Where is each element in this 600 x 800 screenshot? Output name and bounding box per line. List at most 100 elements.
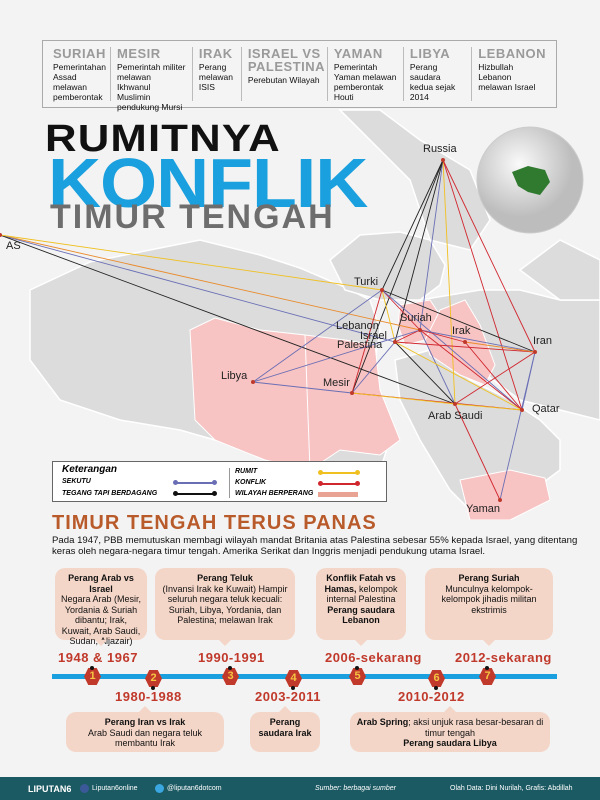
node-mesir: [350, 391, 354, 395]
globe-middle-east-region: [512, 166, 550, 195]
country-summary-text: Pemerintahan Assad melawan pemberontak: [53, 62, 106, 102]
label-suriah: Suriah: [400, 312, 432, 324]
country-name: LEBANON: [478, 46, 546, 61]
legend-swatch-konflik: [318, 481, 360, 486]
country-summary-text: Pemerintah Yaman melawan pemberontak Hou…: [333, 62, 397, 102]
country-name: YAMAN: [333, 46, 383, 61]
relation-line-israel-iran: [394, 341, 536, 353]
node-as: [0, 233, 2, 237]
country-summary-6: LEBANON Hizbullah Lebanon melawan Israel: [472, 47, 552, 101]
timeline-marker-1: 1: [84, 668, 101, 685]
event-head: Perang Arab vs Israel: [68, 573, 134, 594]
node-suriah: [418, 328, 422, 332]
country-name: IRAK: [198, 46, 233, 61]
title-line-2: KONFLIK: [48, 144, 368, 222]
title-line-3: TIMUR TENGAH: [50, 198, 335, 236]
legend-tegang: TEGANG TAPI BERDAGANG: [62, 490, 158, 497]
relation-line-israel-mesir: [351, 341, 396, 394]
country-summary-2: IRAK Perang melawan ISIS: [193, 47, 242, 101]
timeline-year-1: 1948 & 1967: [58, 650, 138, 665]
relation-line-israel-arab_saudi: [394, 341, 456, 405]
legend-swatch-wilayah: [318, 492, 358, 497]
label-as: AS: [6, 240, 21, 252]
node-iran: [533, 350, 537, 354]
relation-line-iran-irak: [464, 341, 536, 353]
node-qatar: [520, 408, 524, 412]
facebook-icon: [80, 784, 89, 793]
timeline-event-7: Perang Suriah Munculnya kelompok-kelompok…: [425, 568, 553, 646]
label-turki: Turki: [354, 276, 379, 288]
timeline-dot: [485, 666, 489, 670]
timeline-marker-4: 4: [285, 670, 302, 687]
country-summary-0: SURIAH Pemerintahan Assad melawan pembero…: [47, 46, 111, 102]
country-name: ISRAEL VS PALESTINA: [247, 46, 326, 74]
timeline-dot: [355, 666, 359, 670]
legend-sekutu: SEKUTU: [62, 478, 91, 485]
event-tail: Perang saudara Libya: [403, 738, 497, 748]
event-head: Konflik Fatah vs Hamas,: [324, 573, 396, 594]
label-iran: Iran: [533, 335, 552, 347]
country-summary-bar: SURIAH Pemerintahan Assad melawan pembero…: [42, 40, 557, 112]
legend-wilayah: WILAYAH BERPERANG: [235, 490, 314, 497]
legend-rumit: RUMIT: [235, 468, 258, 475]
event-body: kelompok internal Palestina: [326, 583, 398, 605]
timeline-year-4: 2003-2011: [255, 689, 321, 704]
event-head: Perang saudara Irak: [258, 717, 312, 738]
war-zones: [189, 299, 551, 520]
title-line-1: RUMITNYA: [45, 118, 281, 160]
timeline-event-3: Perang Teluk (Invansi Irak ke Kuwait) Ham…: [155, 568, 295, 646]
footer: LIPUTAN6 Liputan6online @liputan6dotcom …: [0, 777, 600, 800]
label-israel: Israel: [360, 330, 387, 342]
legend-swatch-tegang: [173, 491, 217, 496]
relation-line-mesir-arab_saudi: [351, 392, 456, 405]
country-name: LIBYA: [409, 46, 451, 61]
node-israel: [393, 340, 397, 344]
relation-line-suriah-arab_saudi: [419, 329, 456, 405]
footer-facebook[interactable]: Liputan6online: [92, 785, 138, 792]
country-summary-text: Pemerintah militer melawan Ikhwanul Musl…: [117, 62, 186, 112]
country-summary-text: Perang melawan ISIS: [198, 62, 233, 92]
country-summary-5: LIBYA Perang saudara kedua sejak 2014: [404, 46, 473, 102]
node-yaman: [498, 498, 502, 502]
timeline-dot: [291, 686, 295, 690]
relation-line-as-arab_saudi: [0, 234, 456, 405]
node-turki: [380, 288, 384, 292]
label-palestina: Palestina: [337, 339, 383, 351]
event-head: Perang Suriah: [458, 573, 520, 583]
war-zone-mesir: [304, 334, 401, 471]
event-head: Perang Teluk: [197, 573, 253, 583]
timeline-marker-5: 5: [349, 668, 366, 685]
country-summary-3: ISRAEL VS PALESTINA Perebutan Wilayah: [242, 47, 328, 101]
timeline-year-2: 1980-1988: [115, 689, 182, 704]
section-title: TIMUR TENGAH TERUS PANAS: [52, 512, 377, 534]
map-legend: Keterangan SEKUTU TEGANG TAPI BERDAGANG …: [52, 461, 387, 502]
timeline-year-3: 1990-1991: [198, 650, 265, 665]
timeline-dot: [434, 686, 438, 690]
timeline-bar: [52, 674, 557, 679]
relation-line-russia-turki: [381, 159, 444, 291]
legend-swatch-rumit: [318, 470, 360, 475]
timeline-year-7: 2012-sekarang: [455, 650, 552, 665]
section-intro: Pada 1947, PBB memutuskan membagi wilaya…: [52, 535, 578, 557]
relation-line-suriah-israel: [394, 329, 421, 343]
timeline-dot: [90, 666, 94, 670]
country-name: SURIAH: [53, 46, 106, 61]
relation-line-turki-suriah: [381, 289, 421, 331]
legend-title: Keterangan: [62, 464, 118, 475]
relation-line-arab_saudi-qatar: [454, 403, 523, 411]
footer-brand: LIPUTAN6: [28, 783, 72, 794]
country-summary-text: Hizbullah Lebanon melawan Israel: [478, 62, 536, 92]
event-tail: Perang saudara Lebanon: [327, 604, 395, 626]
timeline-marker-3: 3: [222, 668, 239, 685]
label-irak: Irak: [452, 325, 471, 337]
label-yaman: Yaman: [466, 503, 501, 515]
event-body: ; aksi unjuk rasa besar-besaran di timur…: [408, 717, 544, 738]
relation-line-russia-mesir: [351, 159, 444, 394]
relation-line-turki-mesir: [351, 289, 383, 394]
relation-line-suriah-qatar: [419, 329, 523, 411]
node-libya: [251, 380, 255, 384]
footer-twitter[interactable]: @liputan6dotcom: [167, 785, 222, 792]
relation-lines: [0, 158, 537, 502]
relation-line-arab_saudi-yaman: [454, 403, 501, 501]
timeline-event-5: Konflik Fatah vs Hamas, kelompok interna…: [316, 568, 406, 646]
